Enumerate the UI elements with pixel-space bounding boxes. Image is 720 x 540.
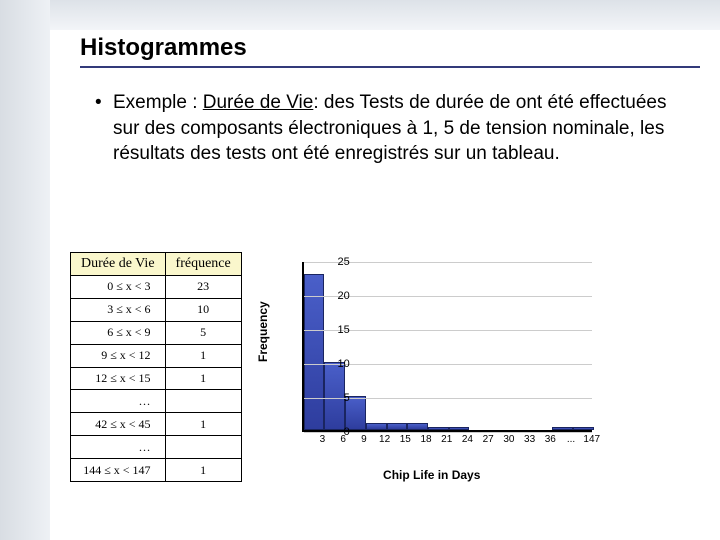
table-cell-bin: 42 ≤ x < 45 bbox=[71, 413, 166, 436]
x-tick: ... bbox=[567, 434, 575, 445]
table-cell-bin: … bbox=[71, 436, 166, 459]
frequency-table: Durée de Vie fréquence 0 ≤ x < 3233 ≤ x … bbox=[70, 252, 242, 482]
bar bbox=[366, 423, 387, 430]
bars-container bbox=[304, 262, 592, 430]
y-tick: 10 bbox=[320, 358, 350, 370]
plot-area bbox=[302, 262, 592, 432]
table-row: 144 ≤ x < 1471 bbox=[71, 459, 242, 482]
x-tick: 21 bbox=[441, 434, 452, 445]
y-tick: 15 bbox=[320, 324, 350, 336]
x-tick: 27 bbox=[483, 434, 494, 445]
table-cell-bin: 12 ≤ x < 15 bbox=[71, 367, 166, 390]
x-tick: 15 bbox=[400, 434, 411, 445]
table-cell-bin: 0 ≤ x < 3 bbox=[71, 276, 166, 299]
bar bbox=[552, 427, 573, 430]
y-axis-label: Frequency bbox=[256, 301, 270, 362]
body-text: • Exemple : Durée de Vie: des Tests de d… bbox=[95, 90, 675, 167]
bullet-label: Exemple : bbox=[113, 92, 203, 113]
x-tick: 18 bbox=[420, 434, 431, 445]
y-tick: 20 bbox=[320, 290, 350, 302]
x-axis-label: Chip Life in Days bbox=[262, 468, 602, 482]
table-cell-bin: 9 ≤ x < 12 bbox=[71, 344, 166, 367]
table-cell-bin: 144 ≤ x < 147 bbox=[71, 459, 166, 482]
x-tick: 12 bbox=[379, 434, 390, 445]
table-cell-freq bbox=[165, 390, 241, 413]
table-cell-freq: 5 bbox=[165, 321, 241, 344]
table-row: … bbox=[71, 436, 242, 459]
table-cell-freq: 23 bbox=[165, 276, 241, 299]
left-stripe bbox=[0, 0, 50, 540]
table-cell-freq: 1 bbox=[165, 459, 241, 482]
bar bbox=[387, 423, 408, 430]
bar bbox=[573, 427, 594, 430]
table-cell-freq: 10 bbox=[165, 298, 241, 321]
x-tick: 6 bbox=[340, 434, 346, 445]
x-tick: 3 bbox=[320, 434, 326, 445]
table-header-freq: fréquence bbox=[165, 253, 241, 276]
x-tick: 36 bbox=[545, 434, 556, 445]
slide-title: Histogrammes bbox=[80, 34, 680, 62]
x-tick: 33 bbox=[524, 434, 535, 445]
table-row: 12 ≤ x < 151 bbox=[71, 367, 242, 390]
table-row: 6 ≤ x < 95 bbox=[71, 321, 242, 344]
table-cell-bin: 6 ≤ x < 9 bbox=[71, 321, 166, 344]
table-row: 3 ≤ x < 610 bbox=[71, 298, 242, 321]
bullet-dot: • bbox=[95, 90, 113, 167]
table-row: 42 ≤ x < 451 bbox=[71, 413, 242, 436]
bullet-text: Exemple : Durée de Vie: des Tests de dur… bbox=[113, 90, 675, 167]
title-underline bbox=[80, 66, 700, 68]
table-row: 9 ≤ x < 121 bbox=[71, 344, 242, 367]
table-cell-bin: 3 ≤ x < 6 bbox=[71, 298, 166, 321]
x-tick: 24 bbox=[462, 434, 473, 445]
table-cell-freq: 1 bbox=[165, 367, 241, 390]
x-tick: 147 bbox=[583, 434, 600, 445]
table-cell-bin: … bbox=[71, 390, 166, 413]
table-header-bin: Durée de Vie bbox=[71, 253, 166, 276]
content-row: Durée de Vie fréquence 0 ≤ x < 3233 ≤ x … bbox=[70, 252, 690, 482]
table-row: … bbox=[71, 390, 242, 413]
histogram-chart: Frequency Chip Life in Days 051015202536… bbox=[262, 252, 602, 482]
top-stripe bbox=[0, 0, 720, 30]
y-tick: 25 bbox=[320, 256, 350, 268]
y-tick: 5 bbox=[320, 392, 350, 404]
x-tick: 9 bbox=[361, 434, 367, 445]
bar bbox=[428, 427, 449, 430]
bar bbox=[449, 427, 470, 430]
table-row: 0 ≤ x < 323 bbox=[71, 276, 242, 299]
slide: Histogrammes • Exemple : Durée de Vie: d… bbox=[0, 0, 720, 540]
bar bbox=[407, 423, 428, 430]
bullet-emph: Durée de Vie bbox=[203, 92, 314, 113]
x-tick: 30 bbox=[503, 434, 514, 445]
table-cell-freq: 1 bbox=[165, 344, 241, 367]
title-bar: Histogrammes bbox=[80, 34, 680, 68]
table-cell-freq bbox=[165, 436, 241, 459]
table-cell-freq: 1 bbox=[165, 413, 241, 436]
